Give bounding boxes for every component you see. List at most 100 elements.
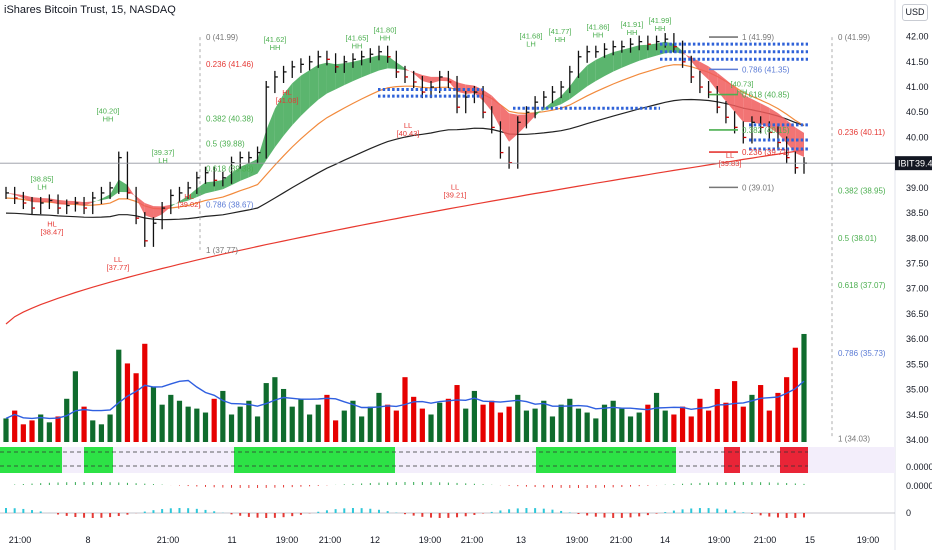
volume-bar (237, 406, 243, 442)
volume-bar (567, 398, 573, 442)
swing-label: HL (184, 192, 194, 201)
trend-cloud-segment (231, 166, 241, 186)
trend-cloud-segment (595, 55, 605, 82)
trend-cloud-segment (205, 181, 215, 194)
lower-hist-bar (282, 513, 285, 518)
volume-bar (705, 410, 712, 442)
fib-mid-label: 0 (39.01) (742, 183, 774, 192)
lower-hist-bar (690, 508, 693, 513)
fib-right-label: 0.236 (40.11) (838, 128, 885, 137)
lower-hist-bar (83, 513, 86, 518)
lower-hist-bar (508, 509, 511, 513)
trend-cloud-segment (283, 83, 293, 136)
trend-cloud-segment (717, 72, 726, 102)
swing-value: [37.77] (107, 263, 130, 272)
trend-cloud-segment (292, 75, 301, 126)
lower-hist-bar (716, 508, 719, 513)
x-tick-label: 19:00 (276, 535, 299, 545)
lower-hist-bar (681, 509, 684, 513)
swing-label: HH (103, 114, 114, 123)
trend-cloud-segment (352, 59, 362, 82)
volume-bar (38, 414, 44, 442)
trend-cloud-segment (240, 163, 249, 181)
volume-bar (437, 402, 443, 442)
fib-mid-label: 0.618 (40.85) (742, 91, 790, 100)
volume-bar (653, 392, 660, 442)
volume-bar (714, 388, 720, 442)
swing-value: [41.62] (264, 35, 287, 44)
trend-cloud-segment (578, 65, 588, 93)
trend-cloud-segment (465, 84, 475, 94)
lower-hist-bar (551, 509, 554, 513)
trend-cloud-segment (734, 86, 744, 123)
swing-label: HH (270, 43, 281, 52)
chart-title: iShares Bitcoin Trust, 15, NASDAQ (4, 4, 176, 16)
lower-hist-bar (759, 513, 762, 516)
volume-bar (532, 408, 538, 442)
lower-hist-bar (213, 511, 216, 513)
price-box (895, 156, 932, 171)
lower-hist-bar (204, 509, 207, 513)
lower-hist-bar (39, 511, 42, 513)
swing-value: [41.99] (649, 16, 672, 25)
lower-hist-bar (273, 513, 276, 518)
lower-hist-bar (672, 510, 675, 513)
oscillator-zone (0, 447, 62, 473)
trend-cloud-segment (274, 94, 284, 148)
trend-cloud-segment (535, 108, 544, 117)
lower-hist-bar (655, 513, 658, 514)
trend-cloud-segment (222, 173, 232, 190)
volume-bar (575, 408, 582, 442)
trend-cloud-segment (58, 199, 67, 205)
volume-bar (168, 394, 174, 442)
lower-hist-bar (334, 509, 337, 513)
x-tick-label: 14 (660, 535, 670, 545)
lower-hist-bar (742, 512, 745, 513)
volume-bar (29, 420, 35, 442)
oscillator-zone (724, 447, 740, 473)
volume-bar (150, 387, 157, 442)
x-tick-label: 13 (516, 535, 526, 545)
volume-bar (758, 385, 764, 442)
lower-hist-bar (803, 513, 805, 518)
volume-bar (12, 410, 18, 442)
fib-right-label: 0.786 (35.73) (838, 349, 886, 358)
lower-hist-bar (299, 513, 302, 515)
trend-cloud-segment (387, 55, 397, 69)
volume-bar (55, 416, 61, 442)
lower-zero-label: 0 (906, 508, 911, 518)
volume-bar (81, 406, 87, 442)
volume-bar (749, 394, 755, 442)
x-tick-label: 21:00 (157, 535, 180, 545)
lower-hist-bar (74, 513, 77, 518)
trend-cloud-segment (491, 95, 501, 128)
lower-hist-bar (13, 508, 16, 513)
volume-bar (784, 377, 790, 442)
x-tick-label: 21:00 (9, 535, 32, 545)
volume-bar (740, 406, 746, 442)
trend-cloud-segment (162, 204, 171, 215)
lower-hist-bar (369, 508, 372, 513)
volume-bar (376, 392, 382, 442)
lower-hist-bar (178, 508, 181, 513)
trend-cloud-segment (795, 127, 804, 158)
volume-bar (732, 381, 738, 442)
volume-bar (211, 398, 217, 442)
volume-bar (359, 416, 365, 442)
swing-value: [39.02] (178, 200, 201, 209)
volume-bar (333, 420, 339, 442)
lower-hist-bar (377, 509, 380, 513)
trend-cloud-segment (621, 47, 631, 68)
swing-label: HH (737, 88, 748, 97)
lower-hist-bar (325, 510, 328, 513)
lower-hist-bar (343, 508, 346, 513)
swing-value: [39.83] (719, 159, 742, 168)
swing-value: [40.43] (397, 129, 420, 138)
lower-hist-bar (516, 508, 519, 513)
volume-bar (792, 347, 798, 442)
lower-hist-bar (247, 513, 250, 517)
currency-button[interactable]: USD (902, 4, 928, 21)
volume-bar (679, 406, 686, 442)
price-box-symbol: IBIT (898, 159, 915, 169)
lower-hist-bar (351, 508, 354, 513)
